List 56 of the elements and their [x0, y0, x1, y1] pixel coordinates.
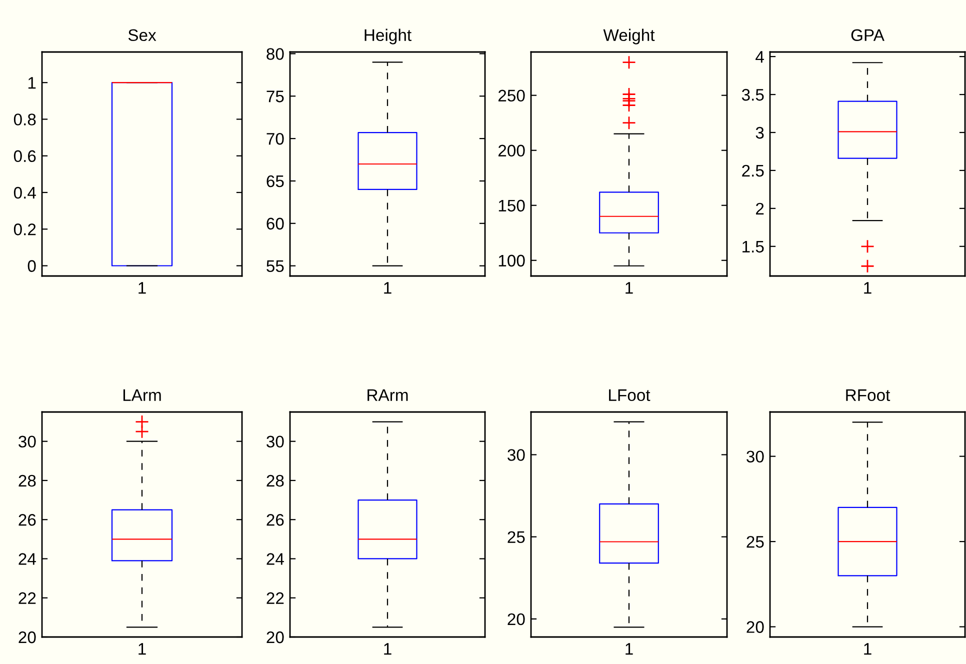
- y-tick-label: 250: [498, 90, 525, 102]
- chart-title: Weight: [603, 28, 655, 44]
- y-tick-label: 25: [746, 536, 764, 548]
- x-tick-label: 1: [384, 282, 392, 294]
- y-tick-label: 24: [266, 553, 284, 565]
- x-tick-label: 1: [864, 643, 872, 655]
- chart-title: Height: [364, 28, 412, 44]
- y-tick-label: 0.2: [14, 224, 36, 236]
- chart-title: LFoot: [609, 389, 650, 402]
- y-tick-label: 70: [266, 132, 284, 145]
- x-tick-label: 1: [626, 643, 633, 655]
- y-tick-label: 3.5: [742, 88, 764, 101]
- x-tick-label: 1: [864, 282, 872, 294]
- y-tick-label: 26: [18, 514, 36, 526]
- y-tick-label: 4: [756, 51, 764, 63]
- y-tick-label: 0.8: [14, 114, 36, 126]
- y-tick-label: 55: [266, 260, 284, 272]
- y-tick-label: 28: [266, 474, 284, 487]
- y-tick-label: 3: [756, 126, 764, 139]
- chart-title: Sex: [128, 29, 156, 42]
- chart-title: GPA: [851, 29, 884, 42]
- y-tick-label: 1.5: [742, 240, 764, 253]
- x-tick-label: 1: [384, 643, 392, 655]
- y-tick-label: 30: [508, 449, 525, 461]
- y-tick-label: 20: [18, 631, 36, 644]
- y-tick-label: 22: [18, 592, 36, 604]
- x-tick-label: 1: [138, 643, 146, 655]
- chart-title: RArm: [368, 389, 408, 401]
- chart-title: LArm: [123, 389, 161, 401]
- y-tick-label: 30: [266, 436, 284, 448]
- y-tick-label: 28: [18, 474, 36, 487]
- y-tick-label: 0: [28, 260, 36, 272]
- y-tick-label: 0.4: [14, 186, 36, 199]
- y-tick-label: 65: [266, 175, 284, 188]
- y-tick-label: 200: [498, 144, 525, 157]
- y-tick-label: 75: [266, 90, 284, 102]
- y-tick-label: 22: [266, 592, 284, 604]
- y-tick-label: 0.6: [14, 150, 36, 162]
- y-tick-label: 24: [18, 553, 36, 565]
- y-tick-label: 25: [508, 531, 525, 544]
- y-tick-label: 60: [266, 218, 284, 230]
- chart-title: RFoot: [846, 389, 890, 402]
- y-tick-label: 80: [266, 48, 284, 60]
- y-tick-label: 20: [746, 621, 764, 633]
- y-tick-label: 30: [18, 436, 36, 448]
- y-tick-label: 30: [746, 450, 764, 463]
- x-tick-label: 1: [138, 282, 146, 294]
- x-tick-label: 1: [626, 282, 633, 294]
- y-tick-label: 2: [756, 202, 764, 214]
- y-tick-label: 20: [266, 631, 284, 644]
- y-tick-label: 20: [508, 613, 525, 626]
- y-tick-label: 1: [28, 77, 36, 89]
- y-tick-label: 100: [498, 254, 525, 267]
- y-tick-label: 150: [498, 200, 525, 212]
- y-tick-label: 2.5: [742, 164, 764, 177]
- y-tick-label: 26: [266, 514, 284, 526]
